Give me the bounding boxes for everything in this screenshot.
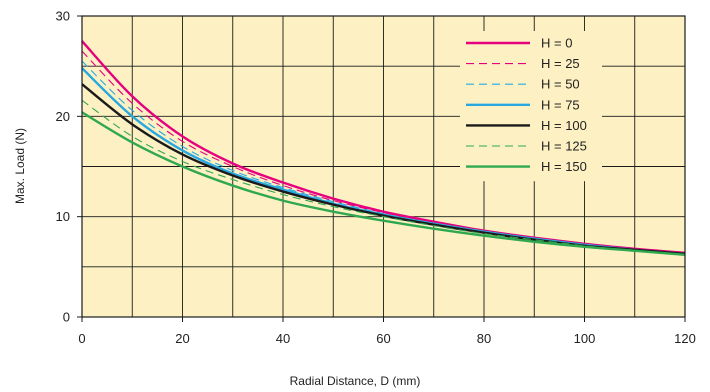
legend-label: H = 75 (541, 97, 580, 112)
y-tick-label: 10 (56, 209, 70, 224)
legend-label: H = 125 (541, 139, 587, 154)
x-tick-label: 20 (175, 331, 189, 346)
x-tick-label: 40 (276, 331, 290, 346)
series-line (81, 111, 686, 256)
x-tick-label: 120 (674, 331, 696, 346)
legend-label: H = 25 (541, 56, 580, 71)
series-lines (81, 40, 686, 256)
axes: 0 20 40 60 80 100 120 0 10 20 30 (56, 9, 696, 347)
legend-label: H = 50 (541, 77, 580, 92)
x-tick-label: 60 (376, 331, 390, 346)
x-tick-label: 0 (78, 331, 85, 346)
x-tick-label: 80 (477, 331, 491, 346)
x-tick-label: 100 (574, 331, 596, 346)
y-tick-label: 30 (56, 9, 70, 24)
legend-label: H = 100 (541, 118, 587, 133)
legend-label: H = 0 (541, 36, 572, 51)
y-tick-label: 20 (56, 109, 70, 124)
x-axis-title: Radial Distance, D (mm) (290, 374, 421, 388)
legend: H = 0 H = 25 H = 50 H = 75 H = 100 H = 125 H =… (460, 31, 602, 182)
series-line (81, 99, 686, 256)
legend-label: H = 150 (541, 159, 587, 174)
y-tick-label: 0 (63, 310, 70, 325)
y-axis-title: Max. Load (N) (13, 128, 27, 204)
legend-box (460, 31, 602, 182)
